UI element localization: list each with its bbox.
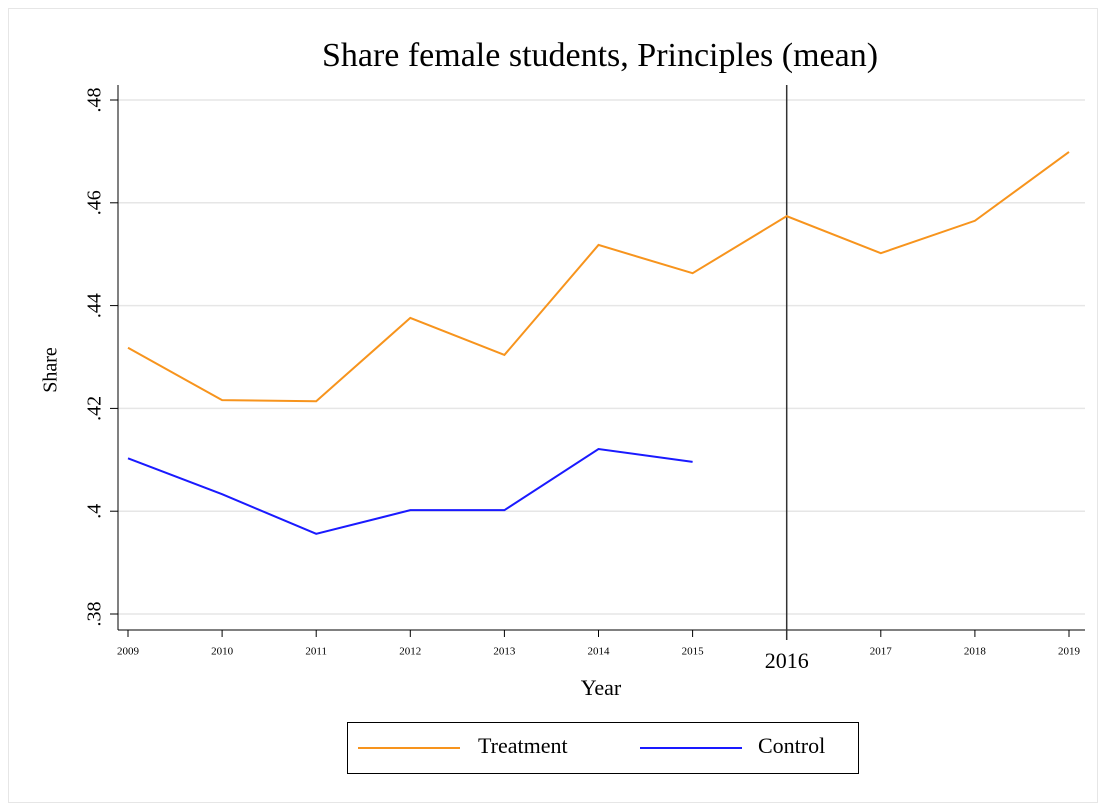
- x-tick-label: 2013: [493, 646, 516, 658]
- chart-frame: [8, 8, 1098, 803]
- y-tick-label: .44: [84, 293, 106, 318]
- x-tick-label: 2011: [305, 646, 327, 658]
- legend-label: Treatment: [478, 733, 568, 758]
- x-tick-label: 2019: [1058, 646, 1081, 658]
- series-line: [127, 151, 1070, 403]
- y-tick-label: .4: [84, 504, 106, 519]
- y-tick-label: .42: [84, 396, 106, 421]
- y-axis-title: Share: [40, 347, 62, 393]
- y-tick-label: .48: [84, 88, 106, 113]
- x-tick-label: 2010: [211, 646, 234, 658]
- x-tick-label: 2009: [117, 646, 140, 658]
- y-tick-label: .38: [84, 602, 106, 627]
- chart-title: Share female students, Principles (mean): [322, 37, 878, 74]
- x-tick-label: 2014: [588, 646, 611, 658]
- x-tick-label: 2018: [964, 646, 987, 658]
- legend-label: Control: [758, 733, 825, 758]
- y-tick-label: .46: [84, 190, 106, 215]
- reference-label: 2016: [765, 648, 809, 673]
- x-axis-title: Year: [581, 675, 622, 700]
- x-tick-label: 2017: [870, 646, 893, 658]
- x-tick-label: 2015: [682, 646, 705, 658]
- series-line: [127, 447, 693, 535]
- x-tick-label: 2012: [399, 646, 421, 658]
